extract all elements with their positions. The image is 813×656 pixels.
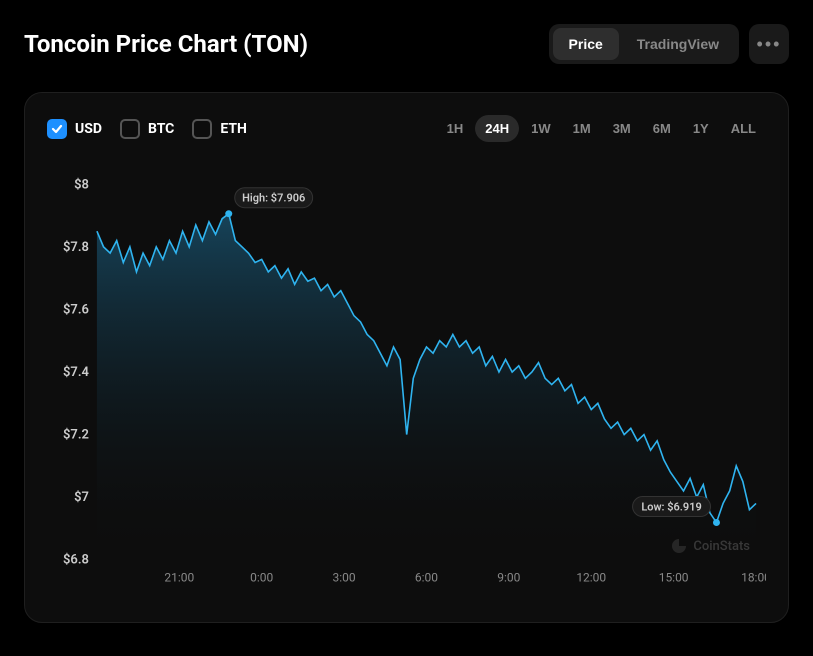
svg-text:$7.2: $7.2 [63,428,89,443]
range-6m[interactable]: 6M [643,115,681,142]
svg-text:0:00: 0:00 [250,571,273,585]
currency-checkbox-group: USD BTC ETH [47,119,247,139]
svg-text:Low: $6.919: Low: $6.919 [641,501,701,514]
range-1w[interactable]: 1W [521,115,561,142]
svg-text:6:00: 6:00 [415,571,438,585]
tab-tradingview[interactable]: TradingView [621,28,735,60]
range-3m[interactable]: 3M [603,115,641,142]
watermark-text: CoinStats [693,539,750,554]
currency-label: ETH [220,121,247,137]
svg-text:$8: $8 [74,177,89,192]
chart-card: USDBTCETH 1H24H1W1M3M6M1YALL $6.8$7$7.2$… [24,92,789,623]
header-controls: PriceTradingView ••• [549,24,789,64]
range-all[interactable]: ALL [721,115,766,142]
range-1h[interactable]: 1H [437,115,474,142]
svg-text:9:00: 9:00 [497,571,520,585]
checkbox-icon [120,119,140,139]
currency-checkbox-usd[interactable]: USD [47,119,102,139]
range-1y[interactable]: 1Y [683,115,719,142]
currency-label: USD [75,121,102,137]
currency-checkbox-eth[interactable]: ETH [192,119,247,139]
view-mode-tabs: PriceTradingView [549,24,739,64]
range-1m[interactable]: 1M [563,115,601,142]
more-button[interactable]: ••• [749,24,789,64]
svg-text:15:00: 15:00 [659,571,689,585]
svg-text:High: $7.906: High: $7.906 [242,192,305,205]
time-range-group: 1H24H1W1M3M6M1YALL [437,115,766,142]
svg-text:12:00: 12:00 [576,571,606,585]
svg-text:$7.4: $7.4 [63,365,90,380]
svg-text:18:00: 18:00 [741,571,766,585]
svg-text:21:00: 21:00 [164,571,194,585]
page-title: Toncoin Price Chart (TON) [24,30,308,58]
svg-text:$7: $7 [74,490,89,505]
currency-checkbox-btc[interactable]: BTC [120,119,174,139]
checkbox-icon [192,119,212,139]
svg-text:$7.8: $7.8 [63,240,89,255]
checkbox-icon [47,119,67,139]
svg-text:$7.6: $7.6 [63,302,89,317]
price-chart[interactable]: $6.8 $7 $7.2 $7.4 $7.6 $7.8 $8 21:00 0:00 3:00 6:0… [47,160,766,600]
svg-text:3:00: 3:00 [333,571,356,585]
coinstats-icon [671,538,687,554]
range-24h[interactable]: 24H [475,115,519,142]
chart-container: $6.8 $7 $7.2 $7.4 $7.6 $7.8 $8 21:00 0:00 3:00 6:0… [47,160,766,600]
watermark: CoinStats [671,538,750,554]
tab-price[interactable]: Price [553,28,619,60]
svg-text:$6.8: $6.8 [63,553,89,568]
currency-label: BTC [148,121,174,137]
